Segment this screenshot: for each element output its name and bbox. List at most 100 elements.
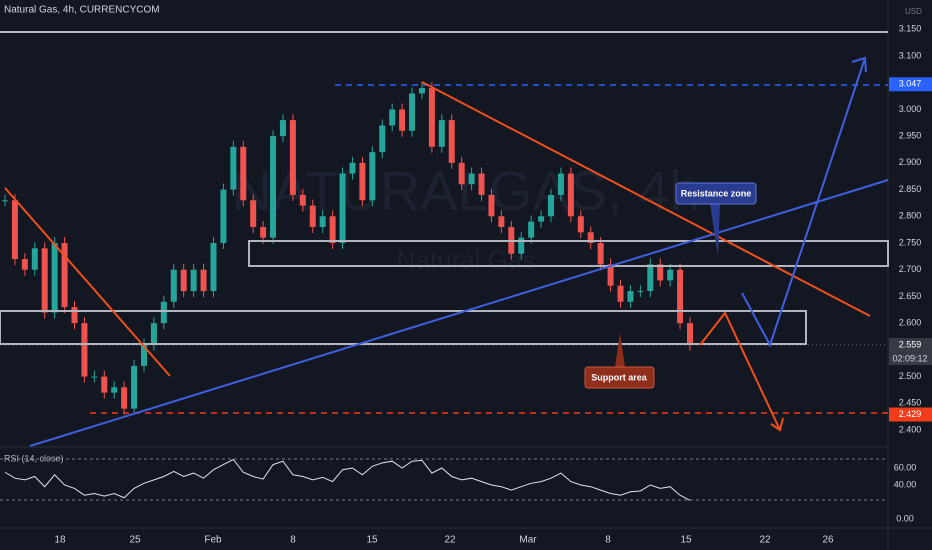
candle <box>329 216 336 244</box>
callout <box>675 182 757 205</box>
candle <box>279 120 286 137</box>
candle <box>548 194 555 217</box>
candle <box>190 269 197 292</box>
price-tag <box>889 338 932 353</box>
candle <box>71 307 78 324</box>
candle <box>379 125 386 153</box>
support-rect <box>0 310 807 345</box>
time-tick-label: 22 <box>444 535 456 546</box>
candle <box>478 173 485 195</box>
time-tick-label: 15 <box>680 535 692 546</box>
rsi-line <box>4 458 691 501</box>
candle <box>409 93 416 131</box>
candle <box>180 269 187 292</box>
price-tag-label: 2.429 <box>899 409 922 419</box>
candle <box>359 162 366 201</box>
candles <box>2 82 693 415</box>
candle <box>488 194 495 217</box>
time-tick-label: 22 <box>759 535 771 546</box>
callout-text: Support area <box>591 372 648 382</box>
rsi-tick-label: 60.00 <box>894 462 917 472</box>
candle <box>51 243 58 313</box>
callout-text: Resistance zone <box>681 188 752 198</box>
resistance-rect <box>248 240 889 267</box>
candle <box>389 109 396 126</box>
candle <box>21 259 28 270</box>
candle <box>349 162 356 174</box>
price-tick-label: 2.950 <box>899 131 922 141</box>
candle <box>200 269 207 292</box>
price-tag <box>889 407 932 422</box>
callout-tail <box>710 204 720 256</box>
candle <box>587 232 594 244</box>
price-tag <box>889 77 932 92</box>
candle <box>299 194 306 206</box>
candle <box>538 216 545 222</box>
time-tick-label: 8 <box>605 535 611 546</box>
candle <box>170 269 177 302</box>
candle <box>468 173 475 185</box>
candle <box>140 344 147 366</box>
candle <box>438 120 445 147</box>
arrow-head <box>851 56 867 73</box>
price-tick-label: 2.800 <box>899 211 922 221</box>
candle <box>687 323 693 345</box>
candle <box>2 200 8 202</box>
rsi-label: RSI (14, close) <box>4 453 64 463</box>
price-tick-label: 3.100 <box>899 50 922 60</box>
candle <box>369 152 376 201</box>
currency: USD <box>905 7 922 16</box>
price-tick-label: 2.850 <box>899 184 922 194</box>
callout-tail <box>615 333 625 367</box>
price-tick-label: 2.900 <box>899 157 922 167</box>
watermark-name: Natural Gas <box>397 245 536 275</box>
candle <box>210 243 217 292</box>
candle <box>597 243 604 265</box>
candle <box>458 162 465 185</box>
candle <box>428 88 435 147</box>
candle <box>657 264 664 281</box>
price-tick-label: 3.000 <box>899 104 922 114</box>
candle <box>448 120 455 163</box>
callout <box>584 366 655 389</box>
candle <box>61 243 68 308</box>
trend-line <box>29 179 889 447</box>
trend-line <box>4 187 171 377</box>
arrow-path <box>699 311 781 431</box>
chart-title: Natural Gas, 4h, CURRENCYCOM <box>4 5 160 16</box>
candle <box>121 387 128 409</box>
candle <box>567 173 574 217</box>
candle <box>309 205 316 227</box>
candle <box>260 226 267 238</box>
price-tick-label: 2.400 <box>899 424 922 434</box>
candle <box>627 291 634 302</box>
price-tick-label: 2.750 <box>899 237 922 247</box>
candle <box>518 237 525 254</box>
time-tick-label: Feb <box>204 535 222 546</box>
candle <box>230 146 237 190</box>
candle <box>289 120 296 195</box>
time-tick-label: 15 <box>366 535 378 546</box>
candle <box>111 387 118 393</box>
price-tick-label: 2.600 <box>899 318 922 328</box>
watermark-symbol: NATURALGAS, 4h <box>232 159 701 222</box>
arrow-path <box>741 57 866 348</box>
candle <box>131 365 138 409</box>
time-tick-label: 8 <box>290 535 296 546</box>
countdown: 02:09:12 <box>892 353 927 363</box>
candle <box>319 216 326 227</box>
candle <box>637 291 644 293</box>
candle <box>91 376 98 378</box>
candle <box>11 200 18 260</box>
candle <box>677 269 684 324</box>
trend-line <box>421 81 871 317</box>
candle <box>647 264 654 292</box>
candle <box>220 189 227 244</box>
candle <box>81 323 88 377</box>
time-tick-label: 26 <box>822 535 834 546</box>
rsi-tick-label: 40.00 <box>894 479 917 489</box>
candle <box>667 269 674 281</box>
rsi-tick-label: 0.00 <box>896 513 914 523</box>
price-tick-label: 2.500 <box>899 371 922 381</box>
candle <box>41 248 48 313</box>
